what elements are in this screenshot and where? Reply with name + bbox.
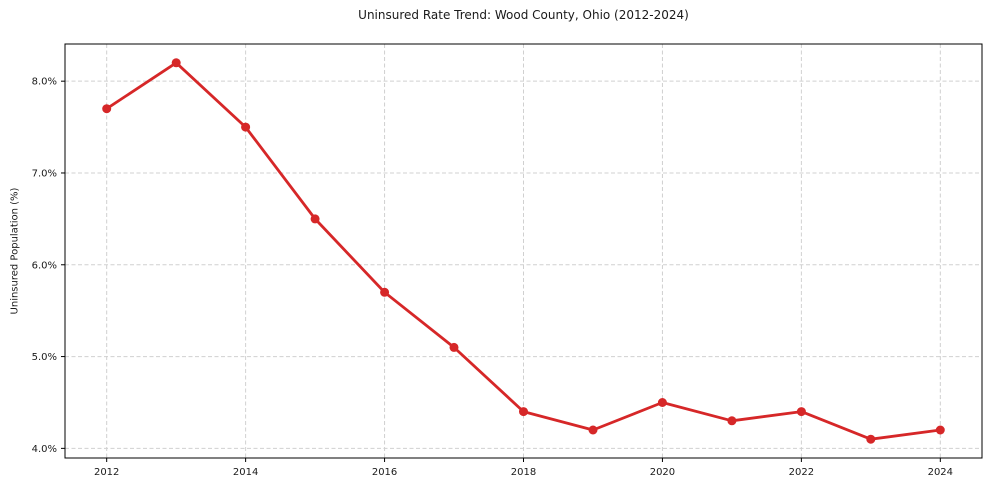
data-point-2024 (935, 425, 945, 435)
x-tick-label-2024: 2024 (928, 467, 953, 478)
x-tick-label-2016: 2016 (372, 467, 397, 478)
data-point-2014 (241, 122, 251, 132)
data-point-2012 (102, 104, 112, 114)
data-point-2019 (588, 425, 598, 435)
data-point-2021 (727, 416, 737, 426)
data-point-2018 (519, 407, 528, 417)
data-point-2020 (657, 398, 667, 407)
y-tick-label-8: 8.0% (32, 77, 57, 88)
x-tick-label-2018: 2018 (511, 467, 536, 478)
data-point-2017 (449, 342, 459, 352)
x-tick-label-2020: 2020 (650, 467, 675, 478)
y-tick-label-7: 7.0% (32, 168, 57, 179)
chart-title: Uninsured Rate Trend: Wood County, Ohio … (358, 8, 689, 22)
data-point-2013 (171, 58, 181, 68)
y-tick-label-5: 5.0% (32, 352, 57, 363)
y-tick-label-6: 6.0% (32, 260, 57, 271)
data-point-2015 (310, 214, 320, 224)
x-tick-label-2022: 2022 (789, 467, 814, 478)
x-tick-label-2012: 2012 (94, 467, 119, 478)
data-point-2022 (796, 407, 806, 417)
data-point-2016 (380, 287, 390, 297)
data-point-2023 (866, 434, 876, 444)
y-tick-label-4: 4.0% (32, 444, 57, 455)
x-tick-label-2014: 2014 (233, 467, 258, 478)
